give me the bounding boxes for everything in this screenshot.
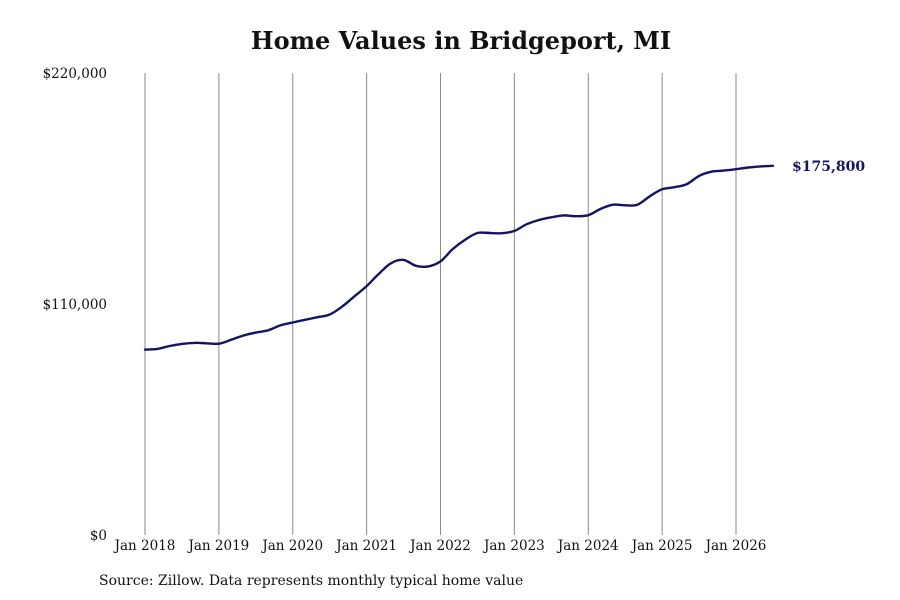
chart-title: Home Values in Bridgeport, MI <box>250 26 672 55</box>
x-tick-label: Jan 2019 <box>186 538 249 554</box>
end-value-label: $175,800 <box>792 159 865 175</box>
y-axis-ticks: $0 $110,000 $220,000 <box>43 66 107 544</box>
x-tick-label: Jan 2024 <box>556 538 619 554</box>
x-tick-label: Jan 2020 <box>260 538 323 554</box>
y-tick-label: $0 <box>90 528 107 544</box>
gridlines <box>144 73 737 535</box>
y-tick-label: $220,000 <box>43 66 107 82</box>
y-tick-label: $110,000 <box>43 297 107 313</box>
x-tick-label: Jan 2025 <box>630 538 693 554</box>
x-tick-label: Jan 2022 <box>408 538 471 554</box>
x-tick-label: Jan 2023 <box>482 538 545 554</box>
source-note: Source: Zillow. Data represents monthly … <box>99 573 524 589</box>
x-tick-label: Jan 2021 <box>334 538 397 554</box>
x-tick-label: Jan 2018 <box>113 538 176 554</box>
series-line <box>143 164 775 351</box>
x-tick-label: Jan 2026 <box>704 538 767 554</box>
series-layer: $175,800 <box>143 159 865 351</box>
x-axis-ticks: Jan 2018 Jan 2019 Jan 2020 Jan 2021 Jan 2022… <box>113 538 767 554</box>
